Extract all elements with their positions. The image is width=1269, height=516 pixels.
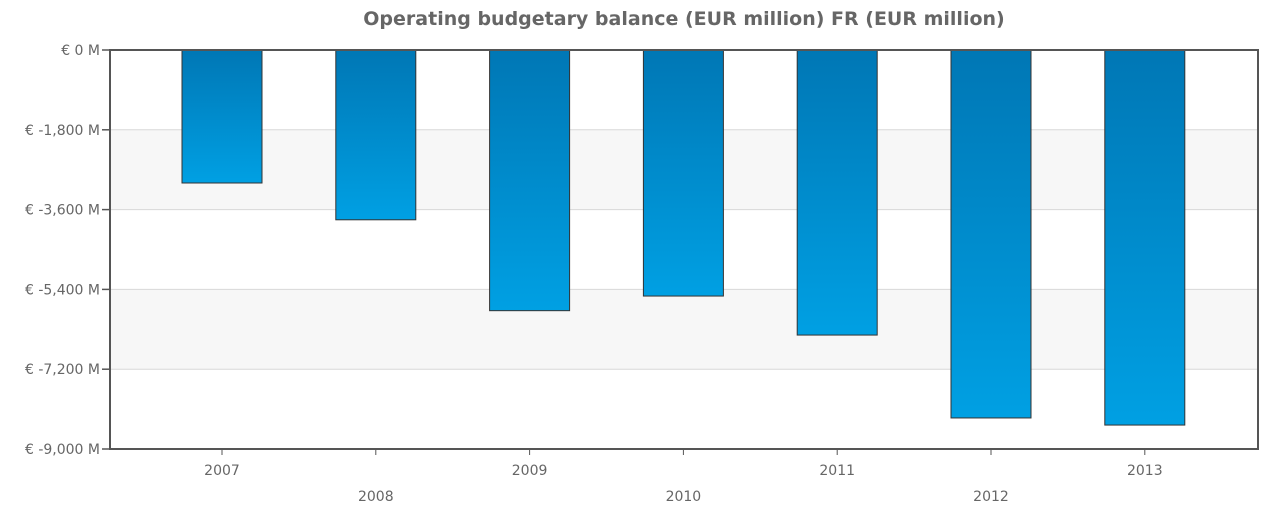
y-tick-label: € -7,200 M [25, 362, 100, 378]
x-tick-label: 2009 [512, 463, 548, 479]
x-tick-label: 2007 [204, 463, 240, 479]
x-tick-label: 2013 [1127, 463, 1163, 479]
plot-frame [109, 49, 1259, 450]
bar-2011 [796, 49, 878, 336]
x-tick-label: 2008 [358, 489, 394, 505]
x-tick-label: 2011 [819, 463, 855, 479]
bar-2007 [181, 49, 263, 184]
bar-2010 [642, 49, 724, 297]
x-tick-label: 2012 [973, 489, 1009, 505]
grid-band [110, 289, 1258, 370]
x-tick-label: 2010 [666, 489, 702, 505]
y-tick-label: € 0 M [61, 43, 100, 59]
y-tick-label: € -1,800 M [25, 123, 100, 139]
y-tick-label: € -9,000 M [25, 442, 100, 458]
bar-2009 [489, 49, 571, 312]
bar-2008 [335, 49, 417, 221]
y-tick-label: € -5,400 M [25, 282, 100, 298]
y-tick-label: € -3,600 M [25, 203, 100, 219]
chart-title: Operating budgetary balance (EUR million… [363, 8, 1004, 30]
bar-2012 [950, 49, 1032, 419]
bar-2013 [1104, 49, 1186, 426]
